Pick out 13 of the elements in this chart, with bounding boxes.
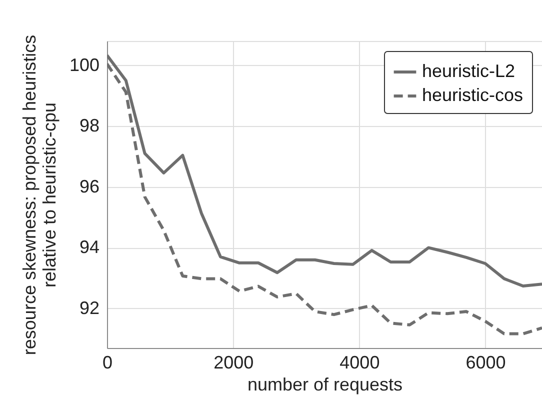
y-axis-title: resource skewness: proposed heuristics relative to heuristic-cpu — [19, 34, 60, 356]
y-tick-label: 92 — [79, 298, 100, 318]
x-tick-label: 4000 — [340, 352, 380, 372]
legend-label: heuristic-cos — [422, 85, 524, 105]
x-tick-label: 6000 — [466, 352, 506, 372]
y-tick-label: 100 — [69, 54, 100, 75]
y-tick-label: 98 — [79, 116, 100, 136]
y-tick-label: 96 — [79, 176, 100, 196]
x-tick-label: 0 — [102, 352, 113, 372]
x-tick-label: 2000 — [214, 352, 254, 372]
legend-label: heuristic-L2 — [422, 61, 516, 81]
x-axis-title: number of requests — [247, 374, 403, 394]
y-tick-label: 94 — [79, 237, 100, 258]
